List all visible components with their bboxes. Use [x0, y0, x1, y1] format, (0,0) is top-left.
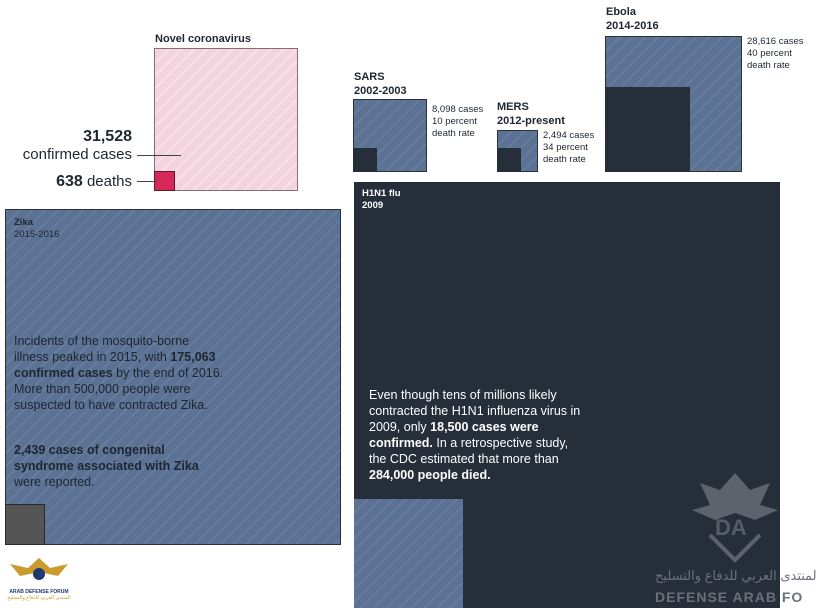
mers-rate: 34 percent — [543, 142, 588, 153]
zika-text-1: Incidents of the mosquito-borne illness … — [14, 334, 190, 364]
sars-cases: 8,098 cases — [432, 104, 484, 115]
corona-title: Novel coronavirus — [155, 33, 251, 45]
sars-rate: 10 percent — [432, 116, 477, 127]
forum-logo-title: ARAB DEFENSE FORUM — [9, 589, 69, 595]
mers-rate-label: death rate — [543, 154, 586, 165]
sars-period: 2002-2003 — [354, 85, 407, 97]
mers-title: MERS 2012-present — [497, 100, 565, 128]
ebola-name: Ebola — [606, 6, 636, 18]
ebola-rate-label: death rate — [747, 60, 790, 71]
corona-cases-square — [154, 48, 298, 191]
zika-description: Incidents of the mosquito-borne illness … — [14, 333, 226, 413]
zika-syndrome-text: 2,439 cases of congenital syndrome assoc… — [14, 442, 226, 490]
sars-rate-label: death rate — [432, 128, 475, 139]
sars-deaths-square — [353, 148, 377, 172]
ebola-rate: 40 percent — [747, 48, 792, 59]
zika-syndrome-square — [5, 504, 45, 545]
zika-cases-square — [5, 209, 341, 545]
sars-name: SARS — [354, 71, 385, 83]
h1n1-period: 2009 — [362, 200, 384, 211]
zika-text-5: were reported. — [14, 475, 95, 489]
ebola-title: Ebola 2014-2016 — [606, 5, 659, 33]
ebola-cases: 28,616 cases — [747, 36, 804, 47]
zika-title: Zika 2015-2016 — [14, 217, 59, 241]
sars-title: SARS 2002-2003 — [354, 70, 407, 98]
h1n1-text-1: Even though tens of millions likely cont… — [369, 388, 581, 434]
zika-period: 2015-2016 — [14, 229, 60, 240]
ebola-deaths-square — [605, 87, 690, 172]
zika-text-2: 175,063 confirmed cases — [14, 350, 216, 380]
forum-logo-subtitle: المنتدى العربي للدفاع والتسليح — [7, 595, 71, 601]
zika-text-3: by the end of 2016. More than 500,000 pe… — [14, 366, 224, 412]
corona-deaths-square — [154, 171, 175, 191]
ebola-period: 2014-2016 — [606, 20, 659, 32]
mers-period: 2012-present — [497, 115, 565, 127]
mers-cases: 2,494 cases — [543, 130, 595, 141]
mers-deaths-square — [497, 148, 521, 172]
watermark-arabic: المنتدى العربي للدفاع والتسليح — [655, 568, 816, 583]
corona-cases-leader — [137, 155, 181, 156]
zika-name: Zika — [14, 217, 34, 228]
watermark-letters: DA — [715, 515, 747, 540]
ebola-stats: 28,616 cases 40 percent death rate — [747, 36, 804, 72]
corona-deaths-text: deaths — [86, 173, 132, 190]
mers-name: MERS — [497, 101, 529, 113]
watermark-eagle-logo: DA — [680, 465, 790, 565]
h1n1-confirmed-square — [354, 499, 463, 608]
h1n1-text-3: In a retrospective study, the CDC estima… — [369, 436, 569, 466]
h1n1-text-2: 18,500 cases were confirmed. — [369, 420, 539, 450]
corona-deaths-number: 638 — [56, 173, 83, 190]
corona-deaths-leader — [137, 181, 157, 182]
h1n1-name: H1N1 flu — [362, 188, 401, 199]
h1n1-text-4: 284,000 people died. — [369, 468, 491, 482]
corona-cases-label: 31,528 confirmed cases — [0, 127, 132, 164]
h1n1-title: H1N1 flu 2009 — [362, 188, 401, 212]
arab-defense-forum-logo: ARAB DEFENSE FORUM المنتدى العربي للدفاع… — [6, 556, 72, 608]
watermark-english: DEFENSE ARAB FO — [655, 589, 804, 605]
corona-cases-number: 31,528 — [83, 128, 132, 145]
mers-stats: 2,494 cases 34 percent death rate — [543, 130, 594, 166]
h1n1-description: Even though tens of millions likely cont… — [369, 387, 581, 483]
sars-stats: 8,098 cases 10 percent death rate — [432, 104, 483, 140]
corona-deaths-label: 638 deaths — [0, 172, 132, 191]
zika-text-4: 2,439 cases of congenital syndrome assoc… — [14, 443, 199, 473]
corona-cases-text: confirmed cases — [22, 146, 132, 163]
